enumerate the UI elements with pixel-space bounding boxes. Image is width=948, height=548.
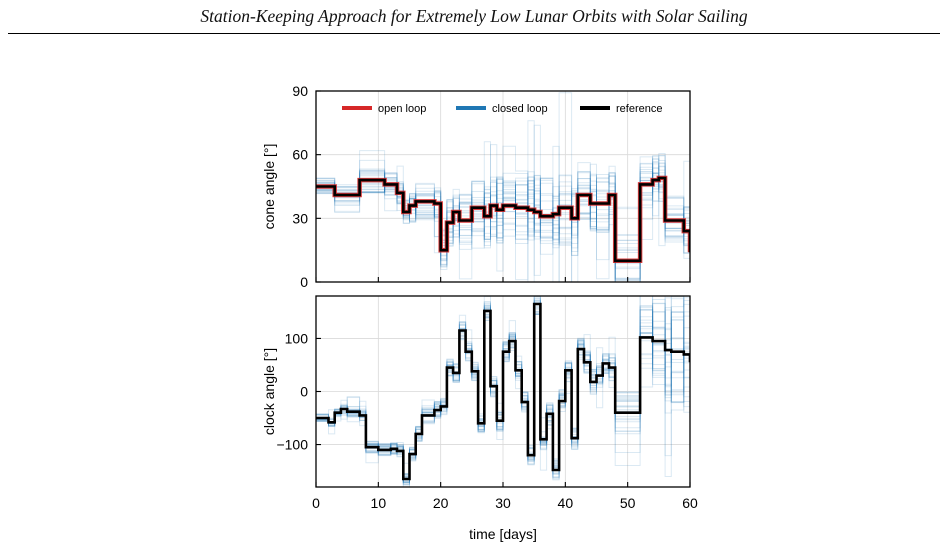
- legend-entry: reference: [580, 103, 662, 115]
- reference-line: [316, 302, 690, 481]
- legend-entry: closed loop: [456, 103, 548, 115]
- x-axis-label: time [days]: [469, 526, 537, 542]
- x-tick-label: 0: [312, 495, 320, 511]
- closed-loop-trace: [316, 162, 690, 253]
- closed-loop-trace: [316, 163, 690, 282]
- closed-loop-trace: [316, 124, 690, 281]
- plot-area: [316, 92, 690, 282]
- x-tick-label: 60: [682, 495, 698, 511]
- x-tick-label: 10: [371, 495, 387, 511]
- closed-loop-trace: [316, 156, 690, 282]
- header-rule: [8, 33, 940, 34]
- x-tick-label: 40: [558, 495, 574, 511]
- legend-label: open loop: [378, 103, 426, 115]
- running-header-title: Station-Keeping Approach for Extremely L…: [200, 6, 748, 26]
- y-tick-label: 0: [300, 274, 308, 290]
- plot-area: [316, 296, 690, 487]
- closed-loop-trace: [316, 145, 690, 270]
- legend-label: reference: [616, 103, 662, 115]
- y-tick-label: 90: [292, 83, 308, 99]
- closed-loop-trace: [316, 172, 690, 279]
- legend-entry: open loop: [342, 103, 426, 115]
- legend-label: closed loop: [492, 103, 548, 115]
- y-tick-label: 60: [292, 147, 308, 163]
- y-tick-label: 0: [300, 384, 308, 400]
- x-tick-label: 50: [620, 495, 636, 511]
- y-axis-label: clock angle [°]: [261, 348, 277, 435]
- x-tick-label: 20: [433, 495, 449, 511]
- chart-panel-1: 0 30 60 90 cone angle [°] open loop closed loo…: [261, 83, 691, 290]
- closed-loop-trace: [316, 154, 690, 282]
- y-tick-label: 100: [285, 330, 309, 346]
- y-tick-label: −100: [276, 437, 308, 453]
- reference-line: [316, 176, 690, 263]
- closed-loop-trace: [316, 172, 690, 282]
- x-tick-label: 30: [495, 495, 511, 511]
- closed-loop-trace: [316, 171, 690, 268]
- closed-loop-trace: [316, 303, 690, 480]
- chart-panel-2: −100 0 100 0 10 20 30 40 50 60 clock angle [°] time…: [261, 295, 698, 542]
- y-tick-label: 30: [292, 210, 308, 226]
- y-axis-label: cone angle [°]: [261, 144, 277, 230]
- closed-loop-trace: [316, 163, 690, 261]
